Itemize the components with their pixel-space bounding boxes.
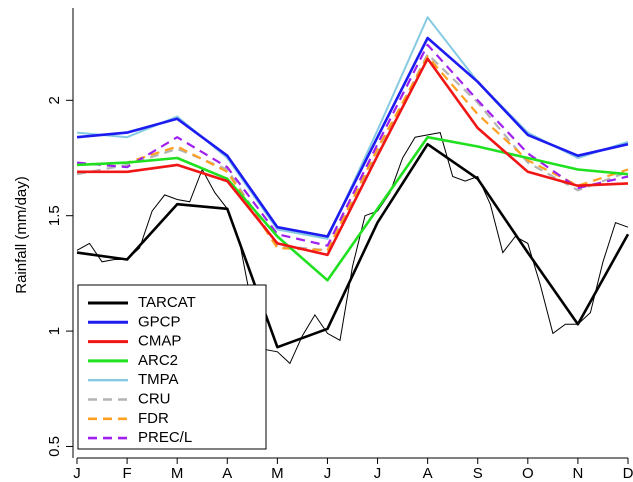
series-line-tarcat — [76, 142, 630, 349]
series-line-prec-l — [76, 43, 629, 247]
x-tick-label: S — [473, 465, 483, 482]
legend-box — [77, 284, 267, 450]
series-line-cru — [76, 53, 629, 252]
x-tick-label: F — [123, 465, 132, 482]
tarcat-thin-line — [76, 132, 629, 365]
x-tick-label: A — [222, 465, 232, 482]
x-tick-label: N — [572, 465, 583, 482]
x-tick-label: D — [623, 465, 633, 482]
series-lines-layer — [76, 16, 630, 349]
x-tick-label: M — [271, 465, 284, 482]
legend-label: PREC/L — [138, 429, 192, 446]
series-line-gpcp — [76, 36, 629, 238]
x-tick-label: J — [374, 465, 382, 482]
x-tick-label: O — [522, 465, 534, 482]
series-line-cmap — [77, 57, 629, 257]
legend-label: FDR — [138, 410, 169, 427]
y-tick-label: 2 — [46, 96, 63, 104]
x-tick-label: J — [324, 465, 332, 482]
x-tick-label: J — [73, 465, 81, 482]
y-axis-label: Rainfall (mm/day) — [13, 176, 30, 294]
legend-label: CRU — [138, 390, 171, 407]
x-tick-label: A — [423, 465, 433, 482]
legend-label: GPCP — [138, 313, 181, 330]
legend-label: CMAP — [138, 333, 181, 350]
axes-layer — [72, 8, 628, 459]
y-tick-label: 0.5 — [46, 436, 63, 457]
x-tick-label: M — [171, 465, 184, 482]
tarcat-thin-line-layer — [76, 132, 629, 365]
legend-label: TMPA — [138, 371, 179, 388]
legend-label: TARCAT — [138, 294, 196, 311]
y-tick-label: 1.5 — [46, 205, 63, 226]
legend: TARCAT GPCP CMAP ARC2 TMPA CRU FDR PREC/L — [77, 284, 267, 450]
series-line-arc2 — [76, 135, 629, 282]
legend-label: ARC2 — [138, 352, 178, 369]
y-tick-label: 1 — [46, 327, 63, 335]
y-ticks-layer: 0.5 1 1.5 2 — [46, 96, 73, 457]
series-line-fdr — [76, 55, 629, 252]
